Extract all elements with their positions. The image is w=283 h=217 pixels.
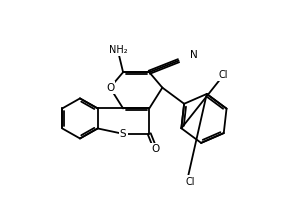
Text: N: N — [190, 50, 198, 60]
Text: NH₂: NH₂ — [109, 45, 128, 55]
Text: S: S — [120, 129, 127, 139]
Text: O: O — [106, 83, 114, 93]
Text: Cl: Cl — [185, 177, 195, 187]
Text: O: O — [151, 144, 160, 154]
Text: Cl: Cl — [218, 70, 228, 80]
